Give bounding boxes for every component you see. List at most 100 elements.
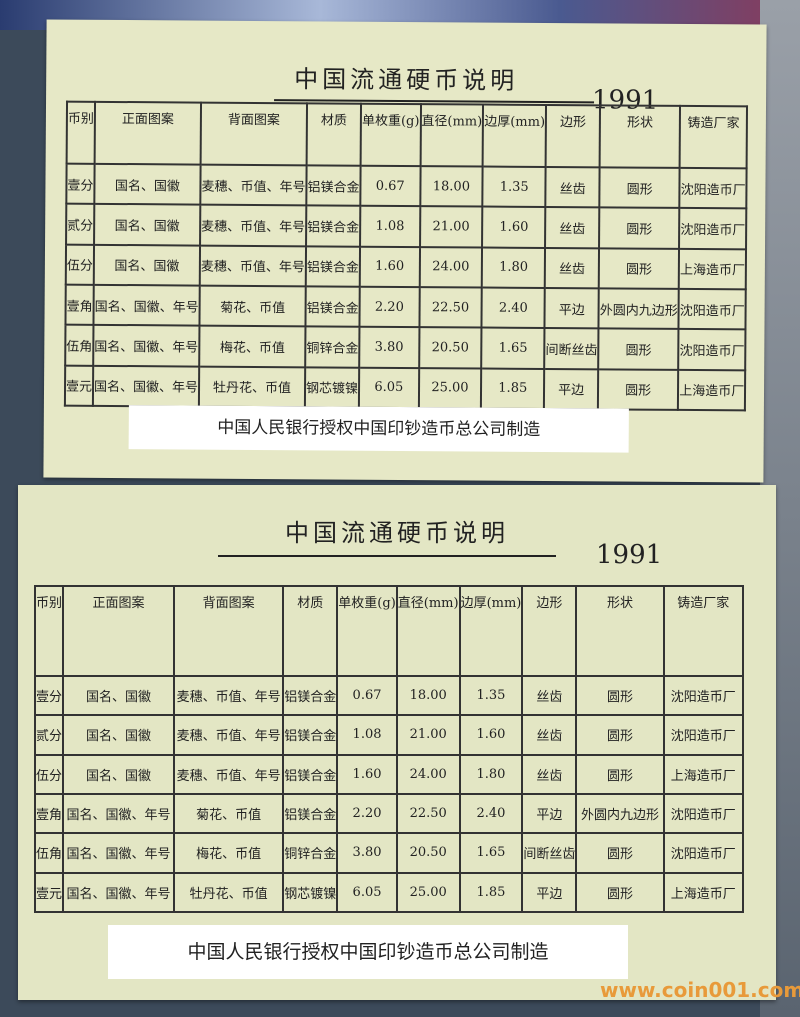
table-cell: 间断丝齿 (544, 328, 599, 369)
table-cell: 贰分 (33, 714, 65, 756)
table-cell: 麦穗、币值、年号 (200, 204, 307, 246)
table-cell: 麦穗、币值、年号 (172, 753, 285, 795)
coin-spec-table: 币别 正面图案 背面图案 材质 单枚重(g) 直径(mm) 边厚(mm) 边形 形状 铸造厂家 壹分… (33, 585, 745, 914)
table-cell: 铝镁合金 (282, 792, 339, 835)
column-header: 边形 (521, 585, 578, 677)
table-cell: 1.85 (458, 871, 524, 914)
table-cell: 18.00 (395, 674, 461, 717)
table-cell: 沈阳造币厂 (662, 714, 745, 756)
table-row: 伍角 国名、国徽、年号 梅花、币值 铜锌合金 3.80 20.50 1.65 间断丝齿 圆形 沈阳… (65, 324, 746, 371)
table-row: 壹分 国名、国徽 麦穗、币值、年号 铝镁合金 0.67 18.00 1.35 丝齿 圆形 沈阳造币… (33, 674, 745, 717)
column-header: 单枚重(g) (336, 585, 398, 677)
table-cell: 麦穗、币值、年号 (199, 245, 307, 287)
table-cell: 梅花、币值 (172, 832, 285, 874)
column-header: 背面图案 (200, 102, 308, 166)
table-cell: 0.67 (336, 674, 398, 717)
table-cell: 0.67 (360, 165, 421, 207)
column-header: 材质 (282, 585, 339, 677)
table-cell: 3.80 (336, 832, 398, 874)
table-cell: 国名、国徽 (93, 244, 201, 286)
table-cell: 圆形 (575, 674, 665, 717)
table-cell: 麦穗、币值、年号 (172, 674, 285, 717)
table-cell: 国名、国徽 (62, 674, 175, 717)
column-header: 边厚(mm) (482, 104, 547, 167)
table-cell: 沈阳造币厂 (678, 288, 746, 330)
column-header: 铸造厂家 (679, 105, 748, 169)
table-cell: 国名、国徽 (62, 714, 175, 756)
table-cell: 圆形 (575, 832, 665, 874)
table-cell: 圆形 (599, 207, 680, 249)
table-cell: 圆形 (599, 167, 680, 209)
table-cell: 1.60 (359, 246, 420, 288)
table-cell: 25.00 (418, 367, 482, 409)
table-cell: 伍角 (33, 832, 65, 874)
table-cell: 壹分 (66, 163, 95, 205)
table-cell: 国名、国徽、年号 (62, 792, 175, 835)
table-cell: 1.35 (482, 166, 546, 208)
table-cell: 铝镁合金 (306, 165, 361, 207)
column-header: 边形 (545, 104, 601, 168)
table-row: 壹角 国名、国徽、年号 菊花、币值 铝镁合金 2.20 22.50 2.40 平边 外圆内九边形… (65, 284, 746, 330)
table-cell: 丝齿 (521, 753, 578, 795)
table-cell: 牡丹花、币值 (198, 366, 306, 408)
table-cell: 2.20 (359, 286, 420, 328)
table-cell: 圆形 (575, 753, 665, 795)
table-cell: 1.35 (458, 674, 524, 717)
table-cell: 1.08 (336, 714, 398, 756)
table-cell: 壹元 (33, 871, 65, 914)
table-cell: 间断丝齿 (521, 832, 578, 874)
table-cell: 外圆内九边形 (598, 288, 679, 330)
column-header: 币别 (66, 101, 96, 164)
table-row: 伍角 国名、国徽、年号 梅花、币值 铜锌合金 3.80 20.50 1.65 间断丝齿 圆形 沈阳… (33, 832, 745, 874)
table-cell: 铝镁合金 (305, 286, 360, 327)
table-cell: 沈阳造币厂 (662, 674, 745, 717)
table-row: 壹元 国名、国徽、年号 牡丹花、币值 钢芯镀镍 6.05 25.00 1.85 平边 圆形 上海造… (33, 871, 745, 914)
table-cell: 1.08 (360, 206, 420, 247)
table-cell: 铝镁合金 (282, 753, 339, 795)
table-cell: 菊花、币值 (172, 792, 285, 835)
table-row: 壹角 国名、国徽、年号 菊花、币值 铝镁合金 2.20 22.50 2.40 平边 外圆内九边形… (33, 792, 745, 835)
watermark: www.coin001.com (600, 978, 800, 1002)
card-title: 中国流通硬币说明 (285, 519, 509, 547)
table-cell: 2.20 (336, 792, 398, 835)
table-cell: 伍角 (65, 324, 94, 366)
table-row: 壹分 国名、国徽 麦穗、币值、年号 铝镁合金 0.67 18.00 1.35 丝齿 圆形 沈阳造币… (66, 163, 747, 209)
table-cell: 铝镁合金 (282, 714, 339, 756)
table-cell: 丝齿 (545, 207, 600, 249)
table-cell: 丝齿 (545, 166, 600, 208)
table-cell: 圆形 (598, 248, 680, 289)
table-cell: 20.50 (395, 832, 461, 874)
table-cell: 伍分 (65, 244, 95, 285)
table-header-row: 币别 正面图案 背面图案 材质 单枚重(g) 直径(mm) 边厚(mm) 边形 形状 铸造厂家 (66, 101, 748, 169)
coin-info-card: 中国流通硬币说明 1991 币别 正面图案 背面图案 材质 单枚重(g) 直径(mm) 边厚… (43, 19, 767, 483)
table-row: 伍分 国名、国徽 麦穗、币值、年号 铝镁合金 1.60 24.00 1.80 丝齿 圆形 上海造币… (33, 753, 745, 795)
column-header: 直径(mm) (395, 585, 461, 677)
table-cell: 钢芯镀镍 (282, 871, 339, 914)
table-cell: 24.00 (395, 753, 461, 795)
column-header: 单枚重(g) (360, 103, 421, 167)
column-header: 材质 (306, 103, 362, 166)
table-cell: 麦穗、币值、年号 (200, 164, 307, 206)
table-cell: 铝镁合金 (306, 205, 361, 247)
table-cell: 平边 (521, 871, 578, 914)
column-header: 边厚(mm) (458, 585, 524, 677)
column-header: 背面图案 (172, 585, 285, 677)
table-cell: 1.60 (482, 206, 546, 248)
column-header: 直径(mm) (420, 104, 484, 167)
table-cell: 上海造币厂 (662, 753, 745, 795)
table-cell: 21.00 (395, 714, 461, 756)
column-header: 币别 (33, 585, 65, 677)
table-cell: 外圆内九边形 (575, 792, 665, 835)
table-cell: 壹分 (33, 674, 65, 717)
table-cell: 沈阳造币厂 (662, 792, 745, 835)
table-row: 贰分 国名、国徽 麦穗、币值、年号 铝镁合金 1.08 21.00 1.60 丝齿 圆形 沈阳造币… (33, 714, 745, 756)
card-year: 1991 (596, 540, 663, 570)
table-cell: 25.00 (395, 871, 461, 914)
column-header: 正面图案 (94, 101, 202, 165)
table-cell: 丝齿 (521, 714, 578, 756)
table-cell: 国名、国徽、年号 (92, 365, 200, 407)
table-cell: 平边 (544, 287, 599, 329)
table-cell: 丝齿 (544, 247, 600, 289)
table-cell: 铜锌合金 (305, 326, 360, 368)
table-cell: 1.60 (458, 714, 524, 756)
